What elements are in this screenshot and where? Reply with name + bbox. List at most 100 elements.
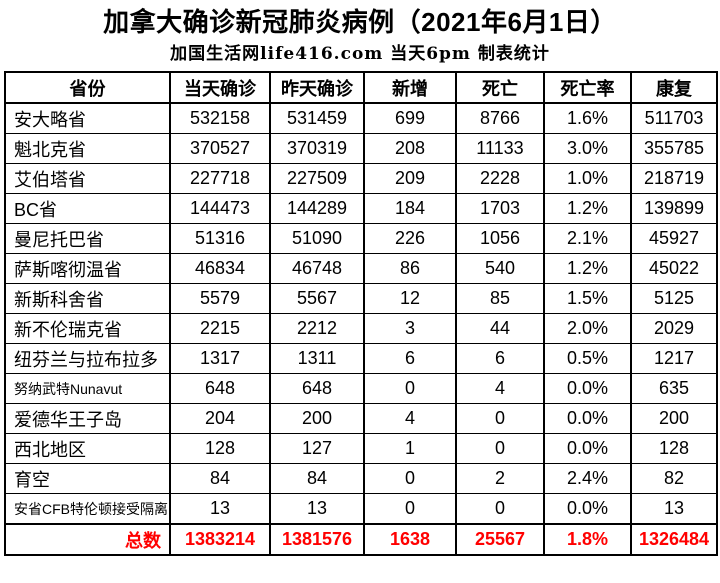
value-cell: 1638	[363, 523, 457, 556]
value-cell: 13	[630, 493, 718, 525]
page-subtitle: 加国生活网life416.com 当天6pm 制表统计	[170, 44, 550, 64]
value-cell: 2212	[269, 313, 365, 344]
value-cell: 1.2%	[543, 193, 632, 224]
table-row: 安省CFB特伦顿接受隔离 13 13 0 0 0.0% 13	[4, 493, 718, 525]
header-row: 省份 当天确诊 昨天确诊 新增 死亡 死亡率 康复	[4, 71, 718, 104]
value-cell: 1381576	[269, 523, 365, 556]
value-cell: 139899	[630, 193, 718, 224]
value-cell: 84	[269, 463, 365, 494]
value-cell: 0.5%	[543, 343, 632, 374]
province-cell: 纽芬兰与拉布拉多	[4, 343, 171, 374]
value-cell: 531459	[269, 102, 365, 134]
value-cell: 11133	[455, 133, 545, 164]
value-cell: 0	[455, 493, 545, 525]
value-cell: 128	[169, 433, 271, 464]
value-cell: 127	[269, 433, 365, 464]
value-cell: 144289	[269, 193, 365, 224]
province-cell: 安大略省	[4, 102, 171, 134]
province-cell: 新不伦瑞克省	[4, 313, 171, 344]
value-cell: 227509	[269, 163, 365, 194]
province-cell: 艾伯塔省	[4, 163, 171, 194]
value-cell: 0.0%	[543, 373, 632, 404]
province-cell: 新斯科舍省	[4, 283, 171, 314]
value-cell: 1.5%	[543, 283, 632, 314]
value-cell: 699	[363, 102, 457, 134]
value-cell: 1217	[630, 343, 718, 374]
value-cell: 2.0%	[543, 313, 632, 344]
value-cell: 208	[363, 133, 457, 164]
province-cell: 萨斯喀彻温省	[4, 253, 171, 284]
province-cell: 安省CFB特伦顿接受隔离	[4, 493, 171, 525]
value-cell: 13	[169, 493, 271, 525]
table-row: 艾伯塔省 227718 227509 209 2228 1.0% 218719	[4, 163, 718, 194]
value-cell: 51316	[169, 223, 271, 254]
table-row: 魁北克省 370527 370319 208 11133 3.0% 355785	[4, 133, 718, 164]
value-cell: 86	[363, 253, 457, 284]
value-cell: 2.4%	[543, 463, 632, 494]
value-cell: 184	[363, 193, 457, 224]
value-cell: 2029	[630, 313, 718, 344]
column-header: 死亡	[455, 71, 545, 104]
value-cell: 45022	[630, 253, 718, 284]
value-cell: 511703	[630, 102, 718, 134]
value-cell: 1326484	[630, 523, 718, 556]
value-cell: 200	[630, 403, 718, 434]
table-body: 安大略省 532158 531459 699 8766 1.6% 511703 魁北克省 370…	[4, 102, 718, 556]
value-cell: 226	[363, 223, 457, 254]
value-cell: 540	[455, 253, 545, 284]
table-row: 努纳武特Nunavut 648 648 0 4 0.0% 635	[4, 373, 718, 404]
value-cell: 648	[269, 373, 365, 404]
province-cell: 曼尼托巴省	[4, 223, 171, 254]
province-cell: 总数	[4, 523, 171, 556]
value-cell: 0	[455, 403, 545, 434]
province-cell: 西北地区	[4, 433, 171, 464]
province-cell: 努纳武特Nunavut	[4, 373, 171, 404]
value-cell: 1311	[269, 343, 365, 374]
value-cell: 0	[363, 493, 457, 525]
table-row: 曼尼托巴省 51316 51090 226 1056 2.1% 45927	[4, 223, 718, 254]
value-cell: 5125	[630, 283, 718, 314]
value-cell: 4	[455, 373, 545, 404]
value-cell: 3.0%	[543, 133, 632, 164]
value-cell: 370527	[169, 133, 271, 164]
value-cell: 84	[169, 463, 271, 494]
value-cell: 6	[363, 343, 457, 374]
value-cell: 200	[269, 403, 365, 434]
value-cell: 46834	[169, 253, 271, 284]
value-cell: 0.0%	[543, 493, 632, 525]
value-cell: 204	[169, 403, 271, 434]
value-cell: 6	[455, 343, 545, 374]
value-cell: 4	[363, 403, 457, 434]
value-cell: 25567	[455, 523, 545, 556]
value-cell: 1.8%	[543, 523, 632, 556]
value-cell: 128	[630, 433, 718, 464]
table-row: 萨斯喀彻温省 46834 46748 86 540 1.2% 45022	[4, 253, 718, 284]
province-cell: 魁北克省	[4, 133, 171, 164]
total-row: 总数 1383214 1381576 1638 25567 1.8% 1326484	[4, 523, 718, 556]
value-cell: 0	[363, 463, 457, 494]
value-cell: 0	[363, 373, 457, 404]
value-cell: 51090	[269, 223, 365, 254]
province-cell: 爱德华王子岛	[4, 403, 171, 434]
value-cell: 44	[455, 313, 545, 344]
value-cell: 3	[363, 313, 457, 344]
value-cell: 0.0%	[543, 433, 632, 464]
value-cell: 144473	[169, 193, 271, 224]
table-row: 育空 84 84 0 2 2.4% 82	[4, 463, 718, 494]
table-row: 新斯科舍省 5579 5567 12 85 1.5% 5125	[4, 283, 718, 314]
value-cell: 227718	[169, 163, 271, 194]
value-cell: 0.0%	[543, 403, 632, 434]
column-header: 昨天确诊	[269, 71, 365, 104]
column-header: 省份	[4, 71, 171, 104]
value-cell: 209	[363, 163, 457, 194]
value-cell: 1.6%	[543, 102, 632, 134]
value-cell: 45927	[630, 223, 718, 254]
value-cell: 218719	[630, 163, 718, 194]
covid-cases-table: 省份 当天确诊 昨天确诊 新增 死亡 死亡率 康复 安大略省 532158 531459 699 8…	[4, 71, 718, 556]
value-cell: 532158	[169, 102, 271, 134]
page-title: 加拿大确诊新冠肺炎病例（2021年6月1日）	[103, 7, 617, 37]
value-cell: 1.0%	[543, 163, 632, 194]
value-cell: 1	[363, 433, 457, 464]
value-cell: 2.1%	[543, 223, 632, 254]
